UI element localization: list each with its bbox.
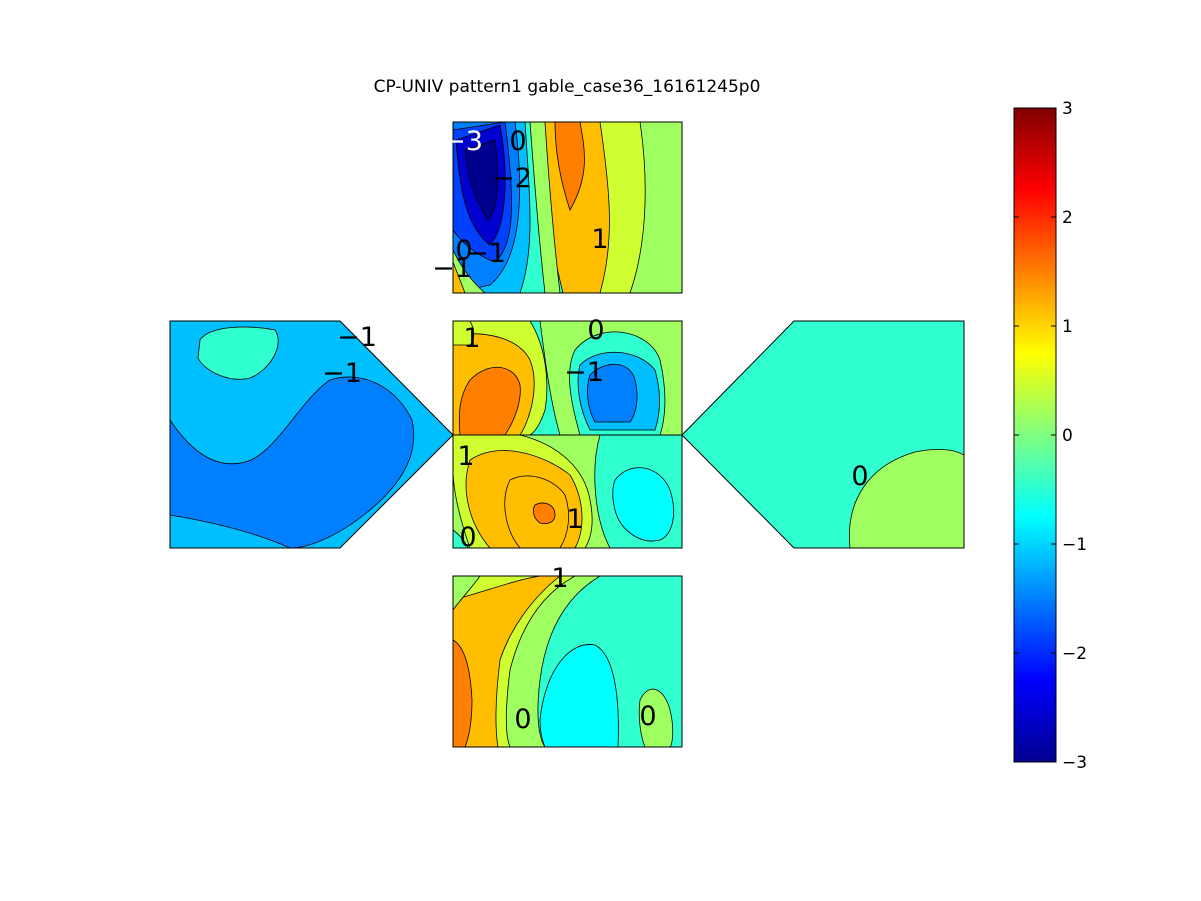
face-bottom [453, 576, 682, 747]
contour-label: −1 [466, 238, 506, 269]
contour-label: −1 [322, 358, 362, 389]
colorbar-tick-label: −2 [1062, 644, 1087, 664]
colorbar-gradient [1013, 107, 1057, 763]
contour-label: 0 [459, 522, 476, 553]
contour-label: 0 [514, 704, 531, 735]
colorbar-tick-label: 1 [1062, 317, 1073, 337]
contour-label: 1 [566, 504, 583, 535]
face-mid-upper [453, 321, 682, 435]
contour-label: −3 [443, 126, 483, 157]
contour-label: 0 [587, 315, 604, 346]
contour-label: 1 [463, 323, 480, 354]
colorbar-tick-label: 0 [1062, 426, 1073, 446]
colorbar-tick-label: −1 [1062, 535, 1087, 555]
contour-label: −1 [337, 322, 377, 353]
chart-title: CP-UNIV pattern1 gable_case36_16161245p0 [374, 77, 761, 97]
face-mid-lower [453, 435, 682, 548]
colorbar-tick-label: −3 [1062, 753, 1087, 773]
contour-label: 1 [591, 224, 608, 255]
colorbar: 3 2 1 0 −1 −2 −3 [1013, 99, 1087, 773]
contour-label: 1 [551, 563, 568, 594]
contour-label: 0 [509, 126, 526, 157]
contour-label: −2 [492, 163, 532, 194]
colorbar-tick-label: 3 [1062, 99, 1073, 119]
face-left-gable [170, 321, 453, 548]
face-top [453, 122, 682, 293]
contour-label: 0 [639, 701, 656, 732]
colorbar-tick-label: 2 [1062, 208, 1073, 228]
face-right-gable [682, 321, 964, 548]
contour-label: 0 [455, 235, 472, 266]
colorbar-ticks: 3 2 1 0 −1 −2 −3 [1014, 99, 1087, 773]
contour-label: −1 [432, 253, 472, 284]
contour-label: 1 [457, 441, 474, 472]
contour-label: 0 [851, 461, 868, 492]
contour-labels: −3 0 −2 1 −1 0 −1 1 0 −1 1 1 0 1 0 0 −1 … [322, 126, 869, 735]
contour-label: −1 [564, 357, 604, 388]
